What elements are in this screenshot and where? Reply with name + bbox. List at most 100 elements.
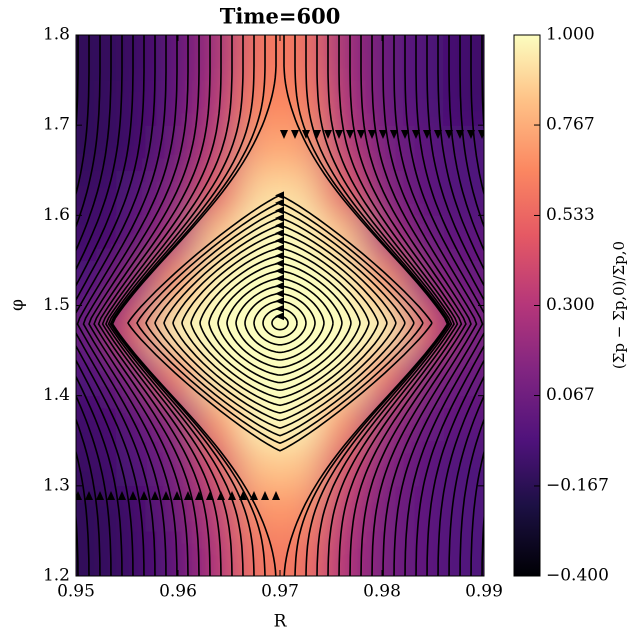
arrow [275,198,284,207]
heat-cell [239,35,281,81]
streamline [470,35,484,576]
streamline [76,35,156,576]
colorbar-tick-label: 1.000 [546,25,595,45]
arrow [275,191,284,200]
heat-cell [280,35,322,81]
heat-cell [280,260,322,306]
streamline [316,35,453,576]
streamline [163,224,397,422]
streamline [262,307,298,339]
streamline [145,209,415,437]
streamline [393,35,484,576]
arrow [173,491,181,500]
x-tick-label: 0.95 [57,582,95,602]
streamline [199,254,361,392]
arrow [275,274,284,283]
arrow [275,304,284,313]
streamline [426,35,484,576]
heat-cell [402,305,444,352]
arrow [313,130,321,139]
arrow [275,312,284,321]
arrow [228,491,236,500]
heat-cell [239,260,281,306]
colorbar-tick-label: 0.533 [546,205,595,225]
streamline [371,35,472,576]
heat-cell [443,35,484,81]
arrow [275,289,284,298]
arrow [346,130,354,139]
arrow [302,130,310,139]
heat-cell [280,530,322,576]
heat-cell [116,80,159,126]
x-tick-label: 0.99 [465,582,503,602]
streamline [235,285,325,361]
arrow [456,130,464,139]
y-tick-label: 1.6 [43,205,70,225]
arrow [275,282,284,291]
streamline [382,35,478,576]
arrow [275,297,284,306]
arrow [206,491,214,500]
y-tick-label: 1.3 [43,475,70,495]
colorbar-tick-label: 0.067 [546,385,595,405]
y-axis-label: φ [8,299,28,311]
streamline [76,35,167,576]
arrow [107,491,115,500]
heat-cell [239,530,281,576]
arrow [217,491,225,500]
streamline [93,35,200,576]
streamline [76,35,112,576]
streamline [217,270,343,376]
arrow [379,130,387,139]
arrow [140,491,148,500]
colorbar-tick-label: 0.767 [546,115,595,135]
heat-cell [402,80,444,126]
streamline [88,35,189,576]
arrow [335,130,343,139]
arrow [184,491,192,500]
streamline [415,35,484,576]
heat-cell [280,215,322,261]
streamline [190,247,370,399]
heat-cell [116,530,159,576]
arrow [423,130,431,139]
chart-title: Time=600 [220,4,341,29]
streamline [305,35,451,576]
streamline [154,217,406,429]
arrow [261,491,269,500]
arrow [434,130,442,139]
streamline [101,35,222,576]
streamline [76,35,123,576]
streamline [82,35,178,576]
streamline [104,35,233,576]
heatmap [76,35,484,576]
streamline [349,35,463,576]
streamline [127,194,433,452]
arrow [272,491,280,500]
arrow [275,244,284,253]
arrow [467,130,475,139]
heat-cell [361,440,403,487]
heat-cell [198,530,240,576]
arrow [275,214,284,222]
streamline [338,35,459,576]
y-tick-label: 1.2 [43,566,70,586]
heat-cell [280,440,322,487]
arrow [489,130,497,139]
x-tick-label: 0.97 [261,582,299,602]
heat-cell [280,170,322,216]
streamline [97,35,211,576]
streamline [459,35,484,576]
streamline [226,277,334,369]
streamline [360,35,467,576]
y-tick-label: 1.5 [43,295,70,315]
streamline [136,202,424,444]
streamline [253,300,307,346]
streamline [404,35,484,576]
streamline [448,35,484,576]
streamline [181,239,379,407]
y-tick-label: 1.4 [43,385,70,405]
heat-cell [157,35,199,81]
heat-cell [361,530,403,576]
heat-cell [402,530,444,576]
